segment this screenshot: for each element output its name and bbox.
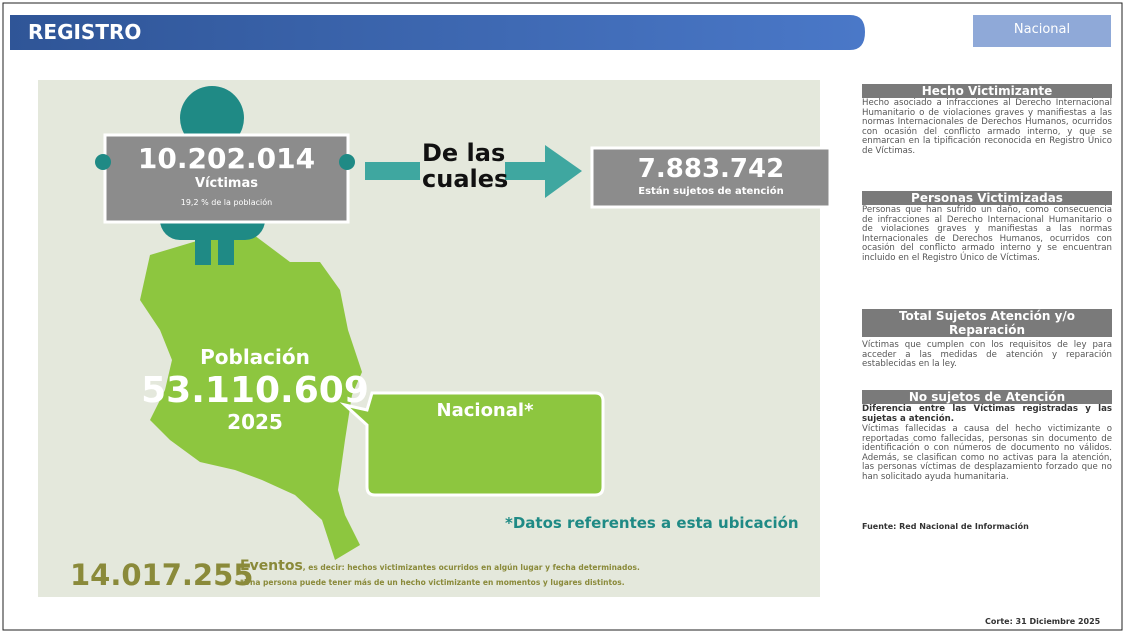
population-value: 53.110.609 bbox=[141, 370, 369, 411]
person-hand bbox=[95, 154, 111, 170]
subjects-box bbox=[590, 146, 832, 209]
events-footnote: *Una persona puede tener más de un hecho… bbox=[240, 578, 625, 587]
definition-text: Víctimas que cumplen con los requisitos … bbox=[862, 340, 1112, 370]
header-bar bbox=[10, 15, 865, 50]
definition-text: Hecho asociado a infracciones al Derecho… bbox=[862, 98, 1112, 156]
subjects-label: Están sujetos de atención bbox=[638, 186, 784, 197]
victims-box bbox=[103, 133, 350, 224]
victims-value: 10.202.014 bbox=[137, 142, 316, 175]
definition-title: No sujetos de Atención bbox=[862, 390, 1112, 404]
header-title: REGISTRO bbox=[28, 20, 142, 44]
arrow bbox=[505, 145, 582, 198]
population-year: 2025 bbox=[227, 410, 283, 434]
events-value: 14.017.255 bbox=[70, 558, 254, 592]
definition-title: Total Sujetos Atención y/o Reparación bbox=[862, 309, 1112, 337]
definition-lead: Diferencia entre las Víctimas registrada… bbox=[862, 404, 1112, 424]
person-leg bbox=[218, 220, 234, 265]
definition-title: Personas Victimizadas bbox=[862, 191, 1112, 205]
connector-text: De las cuales bbox=[422, 139, 509, 193]
definition-title: Hecho Victimizante bbox=[862, 84, 1112, 98]
definition-text: Personas que han sufrido un daño, como c… bbox=[862, 205, 1112, 263]
population-label: Población bbox=[200, 345, 310, 369]
events-description: , es decir: hechos victimizantes ocurrid… bbox=[302, 563, 640, 572]
location-note: *Datos referentes a esta ubicación bbox=[505, 514, 799, 532]
location-name: Nacional* bbox=[436, 400, 534, 421]
source: Fuente: Red Nacional de Información bbox=[862, 522, 1029, 531]
definition-text: Víctimas fallecidas a causa del hecho vi… bbox=[862, 424, 1112, 482]
cutoff: Corte: 31 Diciembre 2025 bbox=[985, 617, 1101, 626]
victims-share: 19,2 % de la población bbox=[180, 198, 273, 207]
subjects-value: 7.883.742 bbox=[637, 154, 785, 184]
map bbox=[140, 232, 362, 560]
button-bg[interactable] bbox=[973, 15, 1111, 47]
button-label[interactable]: Nacional bbox=[1013, 22, 1071, 37]
person-hand bbox=[339, 154, 355, 170]
person-leg bbox=[195, 220, 211, 265]
victims-label: Víctimas bbox=[195, 176, 258, 191]
connector-bar bbox=[365, 162, 420, 180]
callout bbox=[339, 391, 605, 497]
events-label: Eventos bbox=[240, 558, 303, 574]
